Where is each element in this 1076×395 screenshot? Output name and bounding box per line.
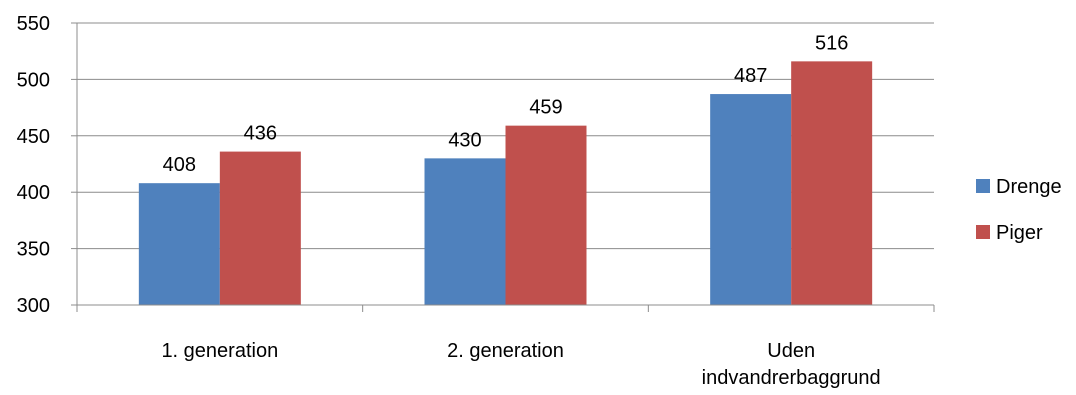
y-tick-label-550: 550 [17,13,50,35]
y-tick-label-400: 400 [17,182,50,204]
bar-drenge-0 [138,183,220,305]
data-label-drenge-1: 430 [448,129,481,151]
bar-piger-1 [505,125,587,305]
legend-swatch-drenge [976,179,990,193]
bar-drenge-2 [710,94,792,306]
x-tick-label-2-line-0: Uden [767,340,815,362]
data-label-drenge-0: 408 [163,154,196,176]
data-label-piger-1: 459 [529,97,562,119]
y-tick-label-350: 350 [17,239,50,261]
y-tick-label-300: 300 [17,295,50,317]
bar-piger-0 [219,151,301,305]
y-tick-label-450: 450 [17,126,50,148]
data-label-piger-0: 436 [244,123,277,145]
y-tick-label-500: 500 [17,69,50,91]
data-label-drenge-2: 487 [734,65,767,87]
x-tick-label-0: 1. generation [161,340,278,362]
data-labels: 408 436 430 459 487 516 [163,32,849,176]
bar-drenge-1 [424,158,506,305]
axes: 300 350 400 450 500 550 1. generation 2. genera… [17,13,935,389]
legend-label-drenge: Drenge [996,176,1062,198]
legend-swatch-piger [976,225,990,239]
data-label-piger-2: 516 [815,32,848,54]
legend-label-piger: Piger [996,222,1043,244]
bar-piger-2 [791,61,873,305]
x-tick-label-1: 2. generation [447,340,564,362]
bars [138,61,873,306]
x-tick-label-2-line-1: indvandrerbaggrund [702,367,881,389]
legend: Drenge Piger [976,176,1062,244]
